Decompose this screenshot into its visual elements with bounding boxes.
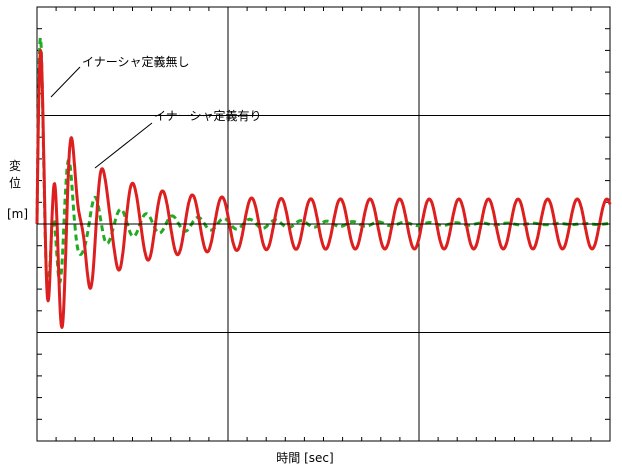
x-axis-label: 時間 [sec] — [276, 451, 333, 465]
y-label-unit: [m] — [7, 207, 28, 221]
annotation-label-1: イナーシャ定義有り — [154, 108, 262, 123]
y-label-char-1: 位 — [9, 175, 21, 190]
annotation-label-0: イナーシャ定義無し — [82, 54, 190, 69]
series-line-1 — [35, 49, 612, 329]
annotation-leader-1 — [94, 122, 153, 169]
annotation-leader-0 — [50, 66, 81, 98]
series-group — [35, 36, 612, 329]
y-label-char-0: 変 — [9, 158, 21, 173]
y-axis-label: 変 位 [m] — [7, 158, 28, 221]
annotations: イナーシャ定義無し イナーシャ定義有り — [50, 54, 262, 169]
